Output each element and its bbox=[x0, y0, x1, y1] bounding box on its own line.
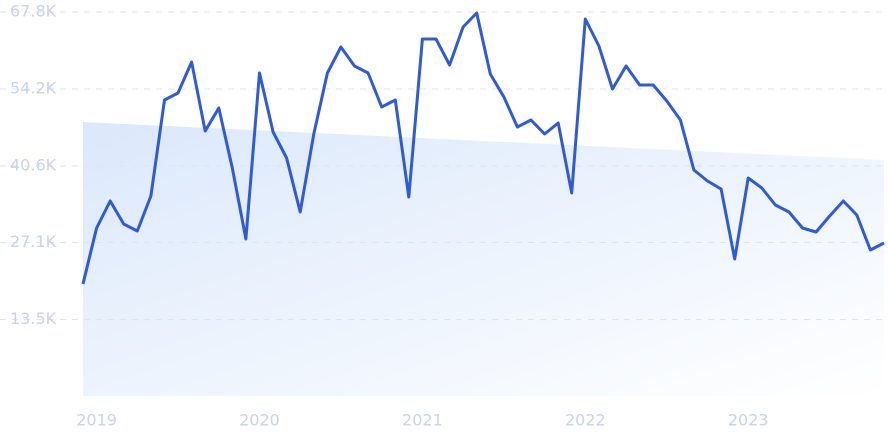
x-tick-label: 2022 bbox=[565, 411, 606, 430]
x-tick-label: 2020 bbox=[239, 411, 280, 430]
data-line bbox=[81, 11, 885, 285]
y-tick-label: 27.1K bbox=[10, 232, 57, 251]
x-tick-label: 2019 bbox=[76, 411, 117, 430]
x-tick-label: 2021 bbox=[402, 411, 443, 430]
y-tick-label: 67.8K bbox=[10, 2, 57, 21]
y-tick-label: 13.5K bbox=[10, 309, 57, 328]
x-tick-label: 2023 bbox=[728, 411, 769, 430]
y-tick-label: 54.2K bbox=[10, 79, 57, 98]
trend-area bbox=[83, 122, 884, 396]
y-tick-label: 40.6K bbox=[10, 156, 57, 175]
